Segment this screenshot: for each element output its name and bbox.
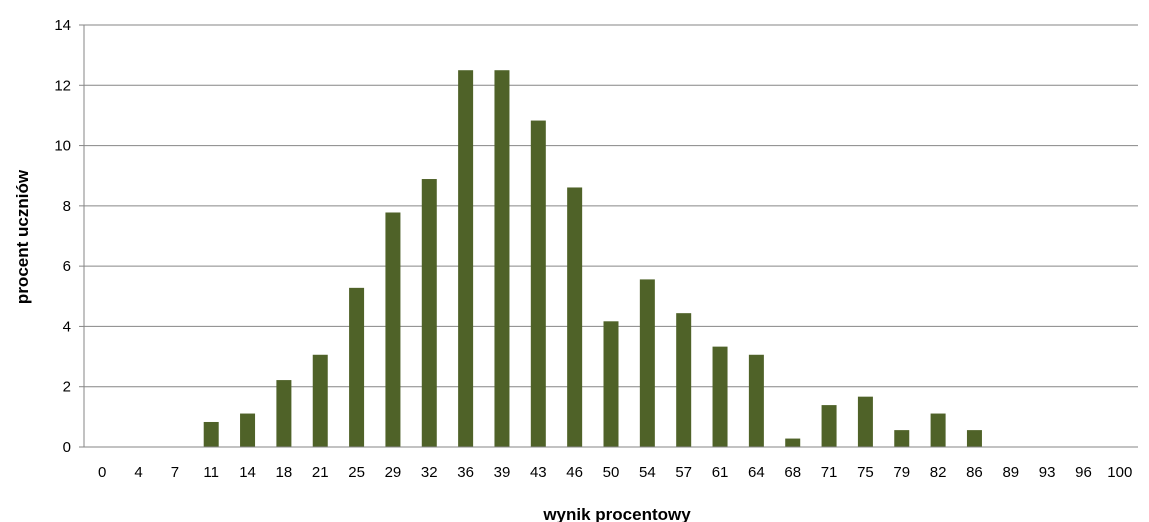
bar xyxy=(930,413,946,447)
x-tick-label: 39 xyxy=(494,464,511,481)
x-tick-label: 64 xyxy=(748,464,765,481)
axes xyxy=(79,24,1138,448)
y-axis-title: procent uczniów xyxy=(13,169,32,304)
x-tick-label: 54 xyxy=(639,464,656,481)
bar xyxy=(203,421,219,447)
y-tick-label: 12 xyxy=(54,77,71,94)
bar xyxy=(712,346,728,447)
x-tick-label: 21 xyxy=(312,464,329,481)
x-tick-label: 68 xyxy=(784,464,801,481)
x-tick-label: 25 xyxy=(348,464,365,481)
y-tick-label: 4 xyxy=(63,318,71,335)
x-tick-label: 11 xyxy=(203,464,219,481)
x-tick-label: 61 xyxy=(712,464,729,481)
bars xyxy=(203,70,982,447)
x-tick-label: 93 xyxy=(1039,464,1056,481)
bar xyxy=(821,405,837,447)
x-tick-label: 57 xyxy=(675,464,692,481)
bar xyxy=(240,413,256,447)
x-tick-label: 89 xyxy=(1002,464,1019,481)
x-tick-label: 0 xyxy=(98,464,106,481)
y-tick-label: 8 xyxy=(63,198,71,215)
bar xyxy=(458,70,474,447)
bar xyxy=(603,321,619,447)
bar xyxy=(894,430,910,447)
x-tick-label: 4 xyxy=(134,464,142,481)
x-tick-labels: 0 4 7 11 14 18 21 25 29 32 36 39 43 46 50 54 57 61 64 68 71 7… xyxy=(98,464,1132,481)
x-axis-title: wynik procentowy xyxy=(542,505,691,522)
bar xyxy=(385,212,401,447)
bar xyxy=(639,279,655,447)
y-tick-label: 2 xyxy=(63,379,71,396)
x-tick-label: 32 xyxy=(421,464,438,481)
bar xyxy=(857,396,873,447)
x-tick-label: 79 xyxy=(893,464,910,481)
x-tick-label: 82 xyxy=(930,464,947,481)
x-tick-label: 46 xyxy=(566,464,583,481)
x-tick-label: 86 xyxy=(966,464,983,481)
y-tick-label: 0 xyxy=(63,439,71,456)
x-tick-label: 18 xyxy=(276,464,293,481)
bar xyxy=(785,438,801,447)
x-tick-label: 43 xyxy=(530,464,547,481)
x-tick-label: 29 xyxy=(385,464,402,481)
y-tick-label: 6 xyxy=(63,258,71,275)
x-tick-label: 100 xyxy=(1107,464,1132,481)
y-tick-label: 10 xyxy=(54,138,71,155)
bar xyxy=(676,313,692,447)
gridlines xyxy=(84,24,1138,388)
bar xyxy=(349,287,365,447)
bar xyxy=(421,179,437,447)
bar xyxy=(276,380,292,447)
bar xyxy=(567,187,583,447)
x-tick-label: 75 xyxy=(857,464,874,481)
x-tick-label: 96 xyxy=(1075,464,1092,481)
x-tick-label: 71 xyxy=(821,464,838,481)
x-tick-label: 14 xyxy=(239,464,256,481)
x-tick-label: 50 xyxy=(603,464,620,481)
bar xyxy=(748,354,764,447)
y-tick-label: 14 xyxy=(54,17,71,34)
bar xyxy=(312,354,328,447)
y-tick-labels: 0 2 4 6 8 10 12 14 xyxy=(54,17,71,456)
x-tick-label: 36 xyxy=(457,464,474,481)
bar xyxy=(966,430,982,447)
bar xyxy=(530,120,546,447)
x-tick-label: 7 xyxy=(171,464,179,481)
bar xyxy=(494,70,510,447)
